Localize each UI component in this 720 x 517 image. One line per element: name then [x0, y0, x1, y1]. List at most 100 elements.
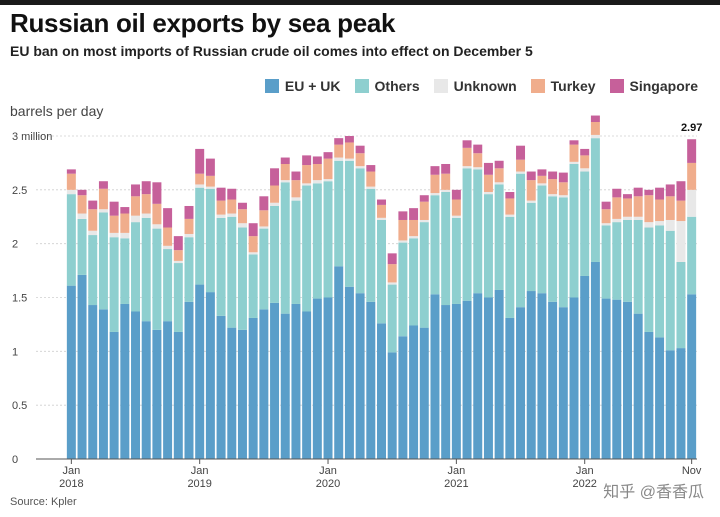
y-tick-label: 0	[12, 454, 18, 466]
bar-segment-turkey	[173, 250, 183, 261]
bar-segment-singapore	[248, 223, 258, 237]
bar-segment-eu-uk	[205, 292, 215, 459]
bar-segment-turkey	[366, 171, 376, 187]
bar-segment-turkey	[655, 199, 665, 222]
bar-segment-unknown	[173, 260, 183, 264]
bar-segment-singapore	[687, 139, 697, 163]
bar-segment-turkey	[120, 213, 130, 233]
x-tick-year: 2021	[444, 478, 468, 490]
x-tick-month: Jan	[62, 465, 80, 477]
bar-segment-singapore	[633, 187, 643, 197]
bar-segment-eu-uk	[344, 286, 354, 459]
bar-segment-eu-uk	[687, 294, 697, 459]
bar-segment-singapore	[644, 189, 654, 196]
bar-segment-eu-uk	[409, 325, 419, 459]
bar-segment-turkey	[494, 168, 504, 183]
bar-segment-singapore	[398, 211, 408, 220]
bar-segment-unknown	[665, 219, 675, 231]
bar-segment-unknown	[77, 213, 87, 219]
bar-segment-others	[195, 187, 205, 285]
bar-segment-turkey	[665, 196, 675, 220]
bar-segment-eu-uk	[441, 305, 451, 459]
bar-segment-turkey	[473, 153, 483, 168]
bar-segment-eu-uk	[676, 348, 686, 459]
bar-segment-others	[377, 219, 386, 324]
bar-segment-others	[665, 230, 675, 351]
bar-segment-turkey	[526, 180, 536, 201]
bar-segment-singapore	[430, 166, 440, 175]
bar-segment-singapore	[291, 171, 301, 181]
bar-segment-others	[152, 228, 162, 330]
bar-segment-eu-uk	[558, 307, 568, 459]
bar-segment-eu-uk	[377, 323, 386, 459]
bar-segment-eu-uk	[237, 329, 247, 459]
bar-segment-singapore	[152, 182, 162, 204]
bar-segment-singapore	[377, 199, 386, 205]
bar-segment-eu-uk	[633, 313, 643, 459]
bar-segment-turkey	[377, 204, 386, 218]
bar-segment-unknown	[195, 184, 205, 188]
bar-segment-others	[398, 242, 408, 337]
bar-segment-eu-uk	[98, 309, 108, 459]
bar-segment-eu-uk	[120, 303, 130, 459]
bar-segment-turkey	[419, 201, 429, 220]
bar-segment-singapore	[195, 148, 205, 174]
bar-segment-others	[655, 225, 665, 338]
bar-segment-eu-uk	[548, 301, 558, 459]
bar-segment-others	[184, 237, 194, 302]
bar-segment-singapore	[323, 152, 333, 159]
bar-segment-unknown	[355, 166, 365, 169]
bar-segment-unknown	[334, 157, 344, 161]
bar-segment-others	[409, 238, 419, 326]
bar-segment-others	[644, 227, 654, 332]
bar-segment-unknown	[280, 180, 290, 183]
bar-segment-eu-uk	[227, 327, 237, 459]
bar-segment-turkey	[312, 163, 322, 181]
legend-label-eu-uk: EU + UK	[284, 78, 341, 94]
bar-segment-unknown	[98, 209, 108, 213]
bar-segment-turkey	[687, 162, 697, 190]
bar-segment-eu-uk	[473, 293, 483, 459]
bar-segment-eu-uk	[355, 293, 365, 459]
bar-segment-others	[270, 205, 280, 303]
bar-segment-eu-uk	[601, 298, 611, 459]
bar-segment-turkey	[676, 200, 686, 222]
bar-segment-others	[291, 200, 301, 304]
bar-segment-unknown	[141, 213, 151, 218]
bar-segment-others	[419, 222, 429, 328]
bar-segment-singapore	[569, 140, 579, 145]
bar-segment-others	[141, 217, 151, 322]
bar-segment-unknown	[430, 193, 440, 196]
bar-segment-others	[98, 212, 108, 310]
bar-segment-unknown	[398, 240, 408, 243]
bar-segment-unknown	[601, 223, 611, 226]
bar-segment-singapore	[580, 148, 590, 156]
x-tick-month: Jan	[447, 465, 465, 477]
bar-segment-eu-uk	[109, 331, 119, 459]
bar-segment-singapore	[366, 165, 376, 172]
bar-segment-turkey	[355, 153, 365, 167]
legend-swatch-singapore	[609, 79, 624, 93]
bar-segment-unknown	[237, 223, 247, 228]
bar-segment-unknown	[409, 236, 419, 239]
bar-segment-unknown	[505, 214, 515, 217]
legend-item-others: Others	[354, 78, 420, 94]
bar-segment-others	[622, 219, 632, 302]
legend-label-singapore: Singapore	[629, 78, 698, 94]
bar-segment-others	[312, 183, 322, 299]
bar-segment-unknown	[622, 216, 632, 220]
bar-segment-eu-uk	[88, 305, 98, 459]
bar-segment-singapore	[131, 184, 141, 197]
bar-segment-others	[676, 261, 686, 349]
bar-segment-turkey	[612, 197, 622, 219]
bar-segment-eu-uk	[494, 289, 504, 459]
bar-segment-others	[216, 217, 226, 316]
legend-swatch-unknown	[433, 79, 448, 93]
bar-segment-turkey	[98, 188, 108, 210]
y-axis-label: barrels per day	[10, 103, 104, 119]
bar-segment-turkey	[580, 155, 590, 169]
bar-segment-eu-uk	[291, 303, 301, 459]
bar-segment-unknown	[483, 191, 493, 195]
legend-item-turkey: Turkey	[530, 78, 596, 94]
bar-segment-others	[612, 222, 622, 300]
